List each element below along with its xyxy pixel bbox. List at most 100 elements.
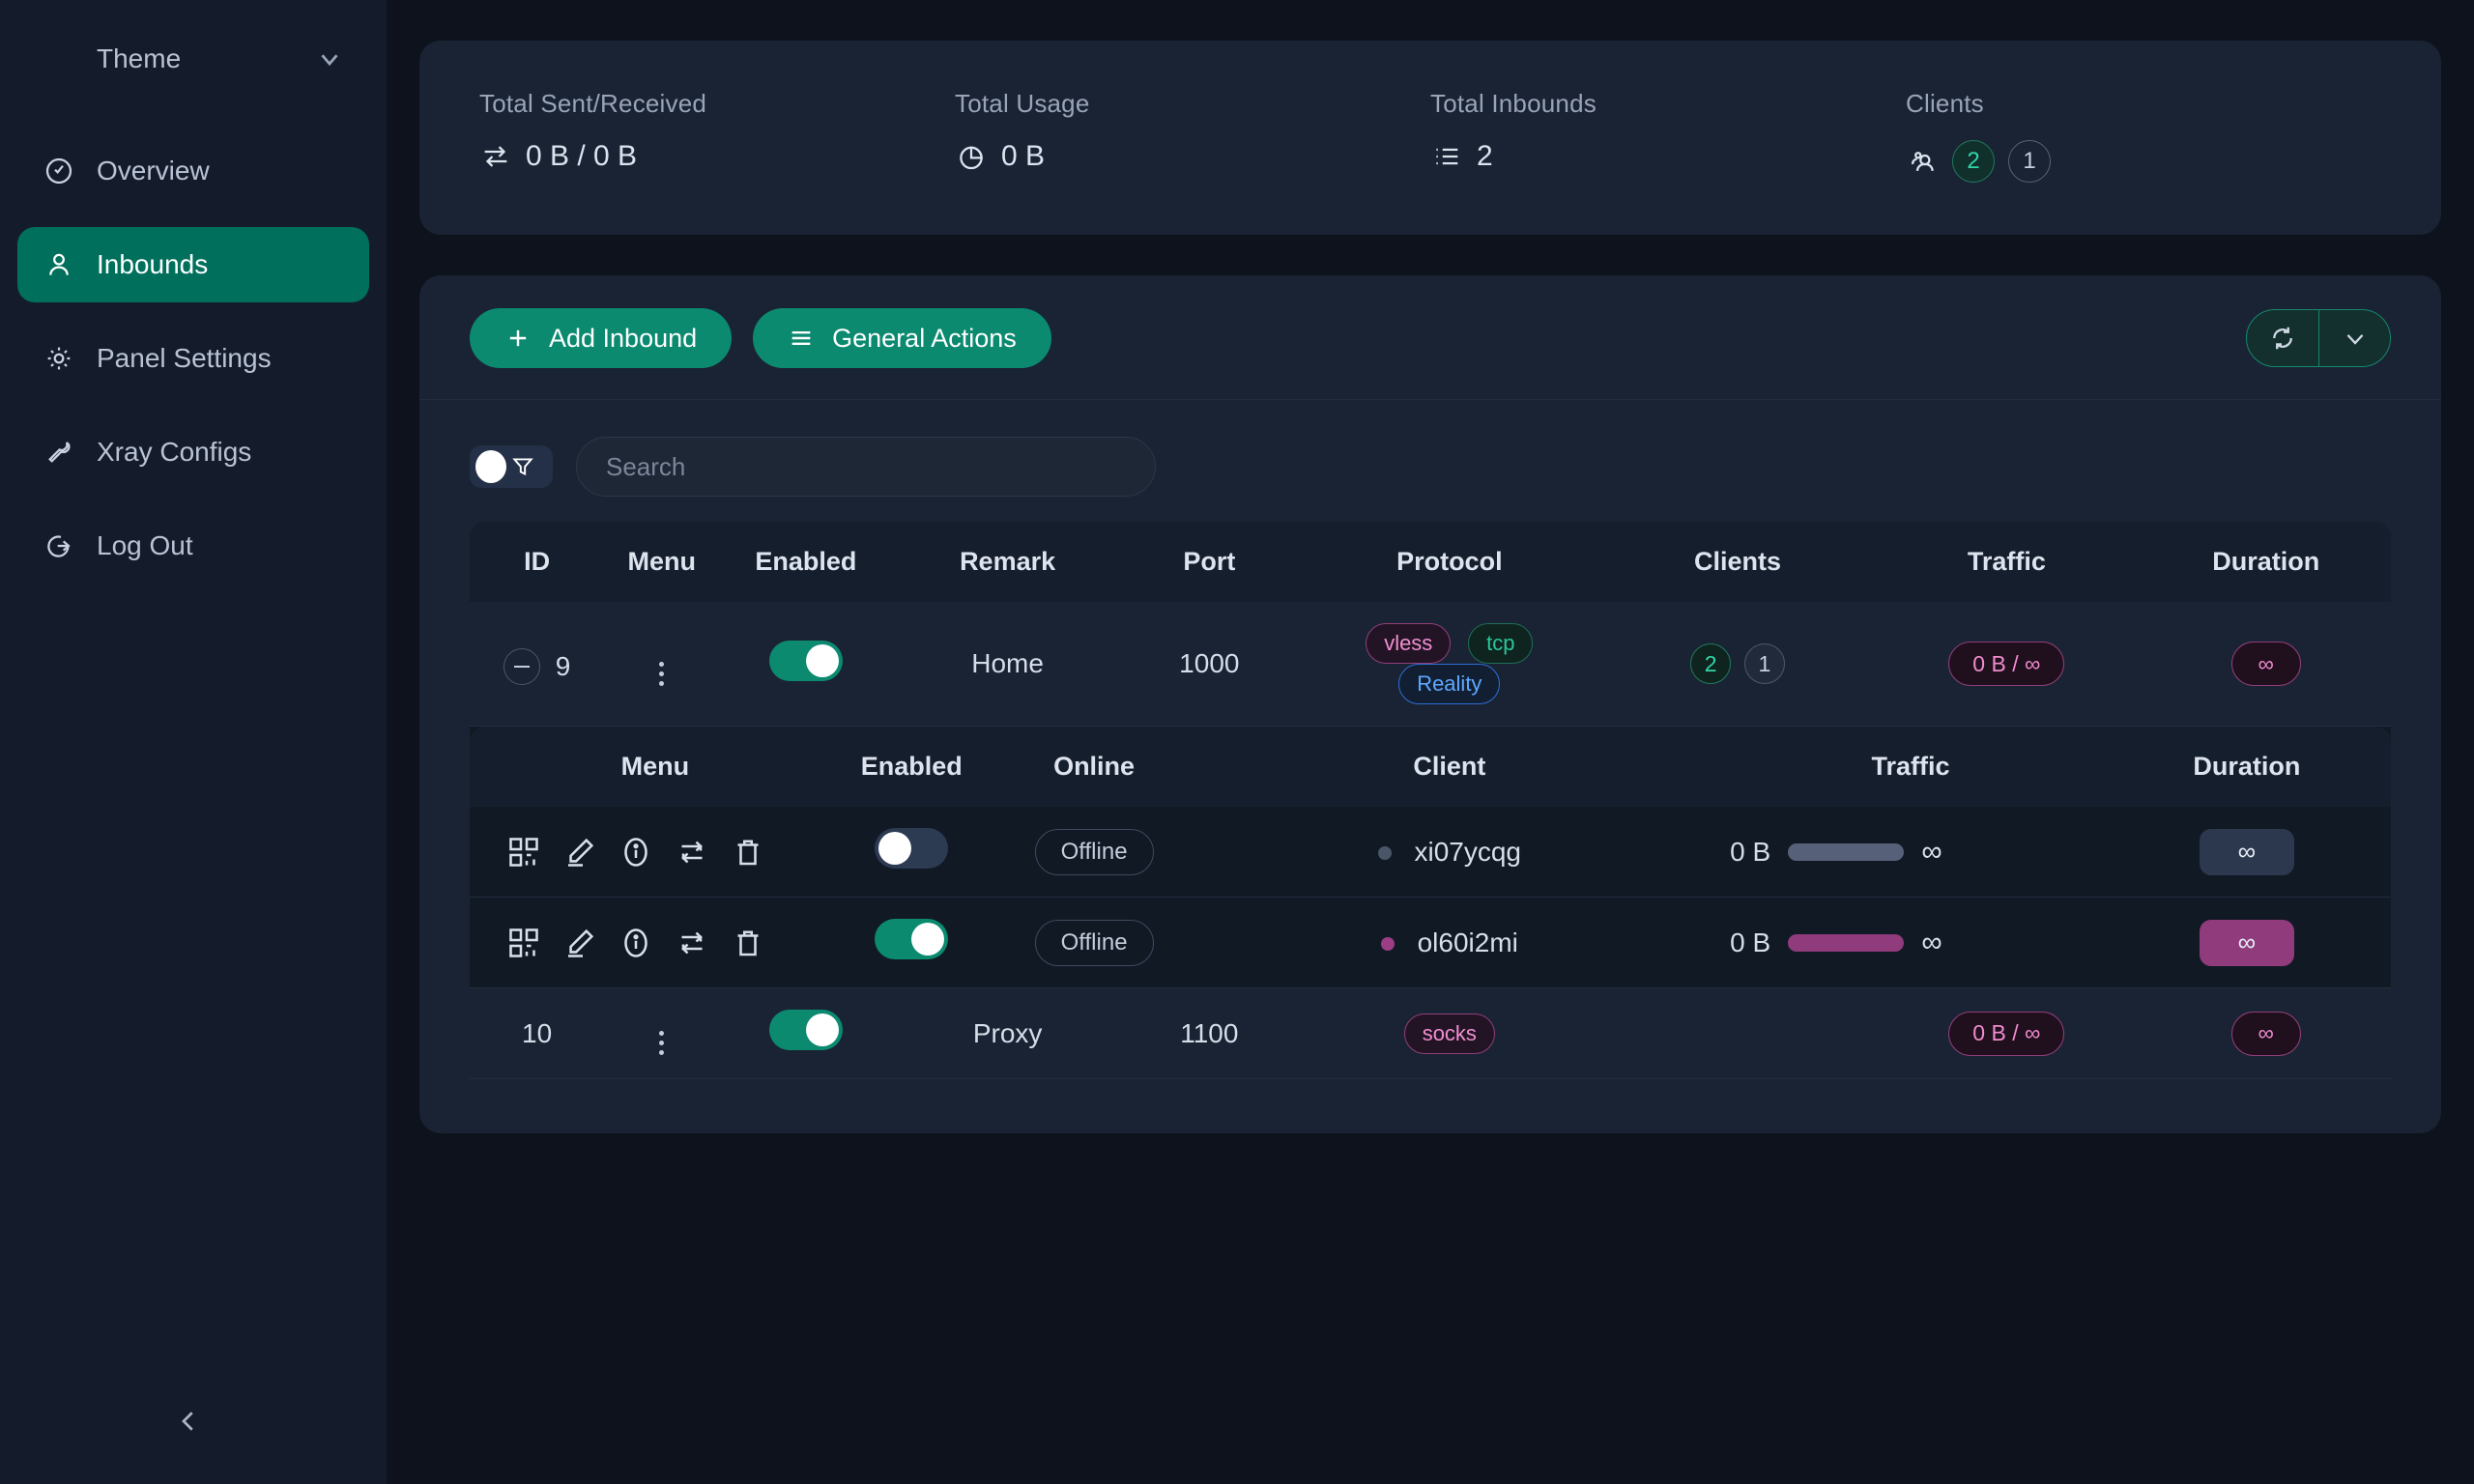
column-header-client-enabled[interactable]: Enabled: [815, 727, 1008, 807]
client-row[interactable]: Offline ol60i2mi: [470, 898, 2391, 988]
refresh-button-group: [2246, 309, 2391, 367]
reset-icon[interactable]: [675, 835, 709, 870]
delete-trash-icon[interactable]: [731, 926, 765, 960]
column-header-port[interactable]: Port: [1122, 522, 1296, 602]
chevron-down-icon: [2346, 334, 2363, 345]
protocol-tag[interactable]: socks: [1403, 1013, 1495, 1054]
filter-toggle[interactable]: [470, 445, 553, 488]
add-inbound-button[interactable]: Add Inbound: [470, 308, 733, 368]
stat-clients: Clients 2 1: [1906, 89, 2381, 183]
edit-pencil-icon[interactable]: [562, 835, 597, 870]
refresh-dropdown-button[interactable]: [2318, 310, 2390, 366]
add-inbound-label: Add Inbound: [549, 323, 698, 353]
chevron-down-icon[interactable]: [315, 44, 344, 73]
inbounds-table: ID Menu Enabled Remark Port Protocol Cli…: [470, 522, 2391, 1079]
column-header-client-online[interactable]: Online: [1007, 727, 1181, 807]
main-content: Total Sent/Received 0 B / 0 B Total Usag…: [387, 0, 2474, 1484]
cell-client-traffic: 0 B ∞: [1718, 807, 2103, 898]
transfer-icon: [484, 146, 507, 167]
inbounds-card: Add Inbound General Actions: [419, 275, 2441, 1133]
sidebar-item-label-log-out: Log Out: [97, 530, 193, 560]
sidebar-item-label-panel-settings: Panel Settings: [97, 343, 272, 373]
reset-icon[interactable]: [675, 926, 709, 960]
sidebar-item-label-overview: Overview: [97, 156, 210, 186]
general-actions-button[interactable]: General Actions: [753, 308, 1051, 368]
client-name: xi07ycqg: [1414, 836, 1521, 867]
filter-row: [419, 400, 2441, 522]
cell-menu: [604, 602, 720, 727]
sidebar-item-label-theme: Theme: [97, 43, 182, 73]
nested-clients-cell: Menu Enabled Online Client Traffic Durat…: [470, 726, 2391, 988]
row-id-value: 10: [522, 1017, 553, 1048]
column-header-menu[interactable]: Menu: [604, 522, 720, 602]
traffic-bar: [1788, 842, 1905, 861]
cell-client-actions: [470, 898, 816, 988]
client-name: ol60i2mi: [1417, 927, 1518, 957]
refresh-button[interactable]: [2247, 310, 2318, 366]
duration-badge: ∞: [2199, 919, 2294, 966]
clients-table: Menu Enabled Online Client Traffic Durat…: [470, 727, 2391, 987]
column-header-client-traffic[interactable]: Traffic: [1718, 727, 2103, 807]
sidebar-item-panel-settings[interactable]: Panel Settings: [17, 321, 369, 396]
column-header-duration[interactable]: Duration: [2141, 522, 2391, 602]
cell-client-duration: ∞: [2103, 898, 2391, 988]
sidebar-item-xray-configs[interactable]: Xray Configs: [17, 414, 369, 490]
column-header-protocol[interactable]: Protocol: [1295, 522, 1603, 602]
sidebar-collapse-button[interactable]: [166, 1399, 211, 1443]
bulb-icon: [43, 43, 75, 75]
search-input[interactable]: [576, 437, 1156, 497]
column-header-client-duration[interactable]: Duration: [2102, 727, 2391, 807]
qr-code-icon[interactable]: [506, 926, 541, 960]
sidebar-item-overview[interactable]: Overview: [17, 133, 369, 209]
cell-client-online: Offline: [1008, 898, 1181, 988]
sidebar-item-inbounds[interactable]: Inbounds: [17, 227, 369, 302]
cell-id: 9: [470, 602, 605, 727]
enabled-toggle[interactable]: [768, 1010, 843, 1050]
protocol-tag[interactable]: tcp: [1468, 623, 1534, 664]
minus-circle-icon[interactable]: [503, 647, 540, 685]
edit-pencil-icon[interactable]: [562, 926, 597, 960]
column-header-clients[interactable]: Clients: [1602, 522, 1873, 602]
column-header-id[interactable]: ID: [470, 522, 605, 602]
column-header-client-menu[interactable]: Menu: [470, 727, 816, 807]
cell-enabled: [719, 987, 893, 1079]
client-row[interactable]: Offline xi07ycqg: [470, 807, 2391, 898]
column-header-client-name[interactable]: Client: [1180, 727, 1719, 807]
client-enabled-toggle[interactable]: [875, 828, 949, 869]
stat-value: 0 B / 0 B: [526, 140, 638, 172]
table-row[interactable]: 10 Proxy 1100 s: [470, 987, 2391, 1079]
cell-traffic: 0 B / ∞: [1872, 987, 2142, 1079]
column-header-traffic[interactable]: Traffic: [1872, 522, 2142, 602]
refresh-icon: [2273, 327, 2292, 350]
column-header-enabled[interactable]: Enabled: [719, 522, 893, 602]
client-enabled-toggle[interactable]: [875, 919, 949, 959]
cell-client-traffic: 0 B ∞: [1718, 898, 2103, 988]
info-icon[interactable]: [618, 926, 653, 960]
inbounds-table-wrap: ID Menu Enabled Remark Port Protocol Cli…: [419, 522, 2441, 1133]
stat-value: 2: [1477, 140, 1493, 172]
delete-trash-icon[interactable]: [731, 835, 765, 870]
cell-client-online: Offline: [1007, 807, 1181, 898]
protocol-tag[interactable]: Reality: [1398, 664, 1501, 704]
table-row[interactable]: 9 Home 1000 vle: [470, 602, 2391, 727]
gauge-icon: [43, 155, 75, 187]
traffic-used: 0 B: [1730, 927, 1771, 957]
protocol-tag[interactable]: vless: [1366, 623, 1452, 664]
cell-clients: [1602, 987, 1873, 1079]
cell-menu: [604, 987, 720, 1079]
cell-id: 10: [470, 987, 605, 1079]
enabled-toggle[interactable]: [768, 640, 843, 681]
info-icon[interactable]: [618, 835, 653, 870]
clients-online-badge: 2: [1952, 140, 1995, 183]
sidebar-item-theme[interactable]: Theme: [17, 21, 369, 97]
toggle-knob: [475, 450, 506, 483]
stat-label: Total Usage: [955, 89, 1090, 118]
qr-code-icon[interactable]: [506, 835, 541, 870]
column-header-remark[interactable]: Remark: [892, 522, 1123, 602]
online-status-badge: Offline: [1034, 828, 1154, 875]
plus-icon: [509, 329, 527, 347]
sidebar-item-log-out[interactable]: Log Out: [17, 508, 369, 584]
kebab-menu-icon[interactable]: [659, 1031, 665, 1055]
kebab-menu-icon[interactable]: [659, 661, 665, 686]
clients-total-badge: 1: [1743, 643, 1785, 684]
